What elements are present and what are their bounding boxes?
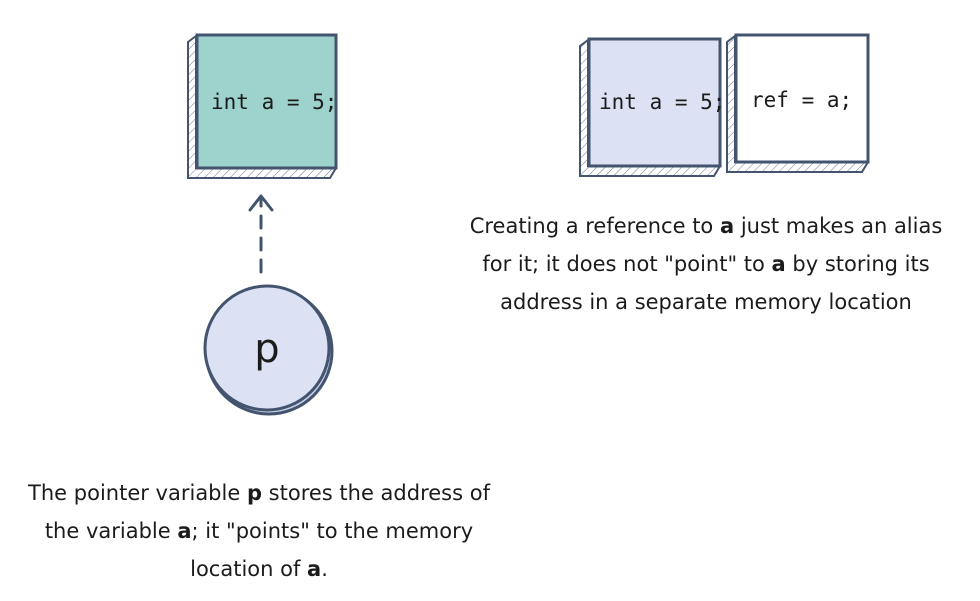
pointer-circle — [203, 284, 334, 416]
pointer-circle-label: p — [254, 326, 280, 372]
reference-variable-box — [579, 37, 722, 177]
reference-code: ref = a; — [751, 88, 853, 112]
reference-box — [726, 33, 870, 173]
reference-caption: Creating a reference to a just makes an … — [469, 214, 943, 314]
reference-variable-code: int a = 5; — [599, 90, 726, 114]
points-to-arrow — [248, 194, 274, 274]
pointer-variable-code: int a = 5; — [211, 90, 338, 114]
pointer-variable-box — [187, 33, 338, 179]
pointer-caption: The pointer variable p stores the addres… — [28, 481, 490, 581]
